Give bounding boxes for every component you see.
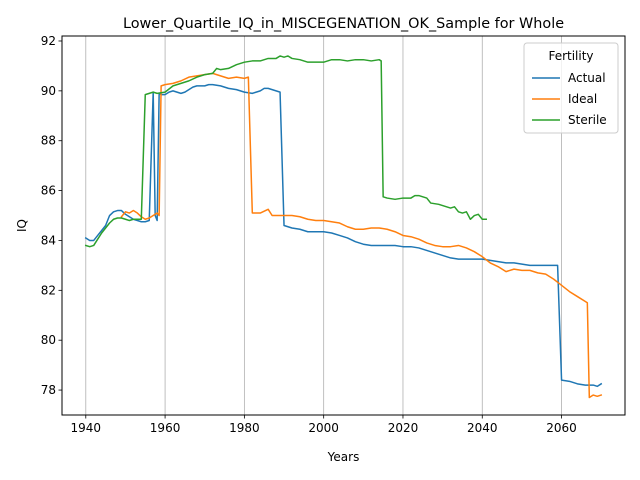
legend-title: Fertility [548,49,593,63]
legend: Fertility Actual Ideal Sterile [523,42,619,134]
chart-title: Lower_Quartile_IQ_in_MISCEGENATION_OK_Sa… [123,16,564,32]
y-tick-label: 88 [41,134,56,148]
x-axis-label: Years [327,450,360,464]
x-tick-label: 1960 [150,421,181,435]
y-tick-label: 78 [41,383,56,397]
x-tick-label: 1940 [71,421,102,435]
y-tick-label: 80 [41,333,56,347]
legend-items: Actual Ideal Sterile [532,71,607,127]
series-layer [84,55,603,399]
y-tick-label: 90 [41,84,56,98]
x-tick-label: 2060 [546,421,577,435]
legend-box [523,42,619,134]
series-line-ideal [120,72,603,399]
y-tick-label: 86 [41,184,56,198]
x-tick-label: 2040 [467,421,498,435]
plot-area-frame [61,35,626,416]
series-line-actual [84,83,603,388]
x-tick-label: 2000 [308,421,339,435]
legend-label-ideal: Ideal [568,92,597,106]
x-tick-label: 2020 [388,421,419,435]
x-tick-label: 1980 [229,421,260,435]
y-tick-label: 84 [41,233,56,247]
tick-layer: 1940 1960 1980 2000 2020 2040 2060 78 80 82 84 86 88… [41,34,577,435]
legend-label-actual: Actual [568,71,606,85]
y-axis-label: IQ [15,219,29,232]
grid-layer [85,36,562,415]
y-tick-label: 92 [41,34,56,48]
legend-label-sterile: Sterile [568,113,607,127]
series-line-sterile [84,55,487,248]
y-tick-label: 82 [41,283,56,297]
